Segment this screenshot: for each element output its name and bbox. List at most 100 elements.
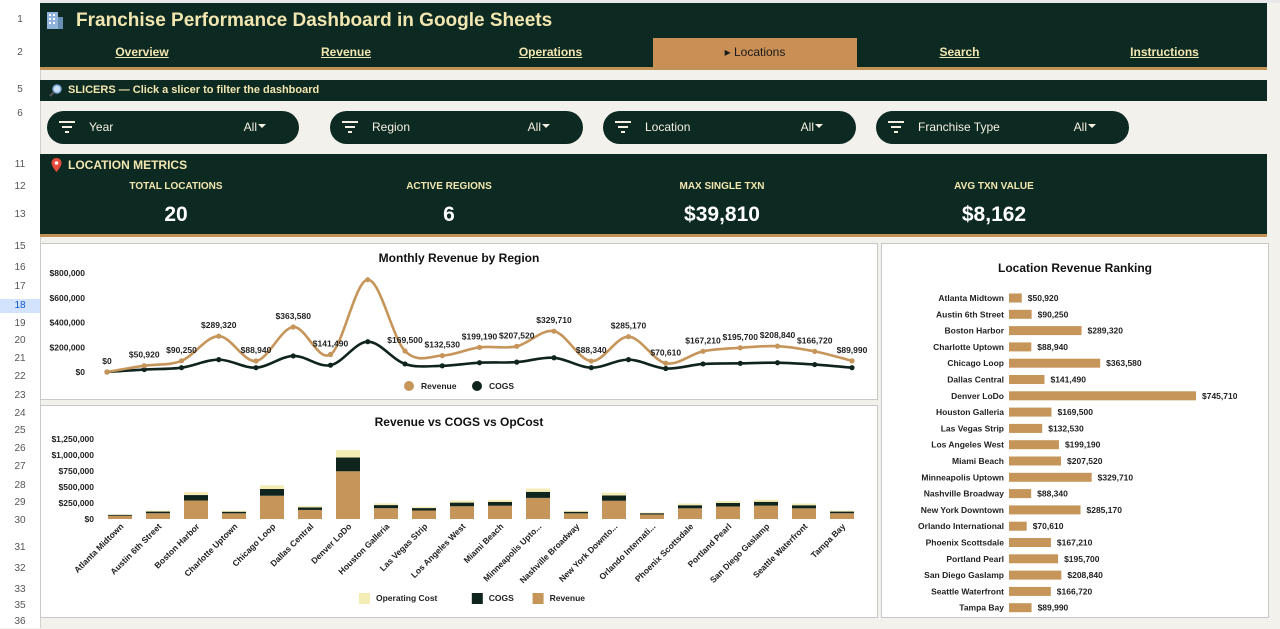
row-number[interactable]: 35	[14, 600, 26, 611]
chart-title: Revenue vs COGS vs OpCost	[374, 415, 544, 429]
data-label: $90,250	[1038, 309, 1069, 319]
row-number[interactable]: 33	[14, 584, 26, 595]
row-number[interactable]: 16	[14, 262, 26, 273]
tab-search[interactable]: Search	[939, 45, 980, 59]
bar-segment-revenue	[678, 508, 702, 519]
row-number[interactable]: 22	[14, 371, 26, 382]
data-point	[327, 351, 334, 358]
data-point	[663, 360, 669, 366]
tab-revenue[interactable]: Revenue	[320, 45, 372, 59]
data-label: $207,520	[1067, 456, 1103, 466]
slicer-value: All	[527, 120, 541, 134]
row-number[interactable]: 29	[14, 497, 26, 508]
location-metrics: LOCATION METRICS TOTAL LOCATIONS 20 ACTI…	[40, 154, 1267, 234]
row-number[interactable]: 20	[14, 335, 26, 346]
row-number[interactable]: 30	[14, 515, 26, 526]
data-point	[253, 358, 259, 364]
data-point	[178, 365, 185, 371]
row-number[interactable]: 2	[17, 47, 23, 58]
ranking-bar	[1009, 603, 1032, 613]
data-point	[514, 343, 520, 349]
row-number[interactable]: 27	[14, 461, 26, 472]
ranking-bar	[1009, 489, 1032, 499]
row-number[interactable]: 17	[14, 281, 26, 292]
slicer-label: Region	[372, 120, 411, 134]
metric-label: MAX SINGLE TXN	[679, 181, 765, 192]
data-point	[253, 365, 259, 371]
metric-label: AVG TXN VALUE	[954, 181, 1034, 192]
row-number[interactable]: 32	[14, 563, 26, 574]
row-number[interactable]: 25	[14, 425, 26, 436]
data-point	[476, 344, 483, 350]
data-label: $195,700	[723, 332, 759, 342]
row-number[interactable]: 13	[14, 209, 26, 220]
metric-label: TOTAL LOCATIONS	[129, 181, 223, 192]
legend-label: Operating Cost	[376, 593, 438, 603]
row-number[interactable]: 18	[0, 299, 40, 313]
row-number[interactable]: 1	[17, 14, 23, 25]
data-point	[700, 361, 706, 367]
bar-segment-operating-cost	[754, 499, 778, 502]
slicer-year[interactable]: Year All	[47, 111, 299, 144]
metric-value: $39,810	[684, 203, 760, 226]
metrics-divider	[40, 234, 1267, 237]
data-point	[588, 358, 594, 364]
bar-segment-operating-cost	[488, 499, 512, 502]
row-number-gutter: 1 2 5 6 11 12 13 15 16 17 18 19 20 21 22 23 24 25 26 27 28 29…	[0, 0, 41, 628]
bar-segment-revenue	[374, 508, 398, 519]
slicer-value: All	[1073, 120, 1087, 134]
row-number[interactable]: 31	[14, 542, 26, 553]
slicer-value: All	[243, 120, 257, 134]
row-number[interactable]: 21	[14, 353, 26, 364]
row-number[interactable]: 19	[14, 318, 26, 329]
bar-segment-cogs	[602, 495, 626, 501]
slicer-location[interactable]: Location All	[603, 111, 856, 144]
row-number[interactable]: 23	[14, 390, 26, 401]
row-number[interactable]: 28	[14, 480, 26, 491]
ranking-bar	[1009, 423, 1043, 433]
data-point	[737, 345, 743, 351]
metrics-title: LOCATION METRICS	[68, 158, 188, 172]
bar-segment-cogs	[830, 511, 854, 514]
row-number[interactable]: 15	[14, 241, 26, 252]
tab-instructions[interactable]: Instructions	[1130, 45, 1199, 59]
bar-segment-revenue	[716, 506, 740, 519]
row-number[interactable]: 6	[17, 108, 23, 119]
bar-segment-revenue	[260, 495, 284, 519]
data-label: $208,840	[1067, 570, 1103, 580]
data-label: $167,210	[1057, 538, 1093, 548]
data-point	[216, 333, 222, 339]
nav-bar: Overview Revenue Operations ▸ Locations …	[40, 38, 1267, 67]
data-label: $88,940	[1037, 342, 1068, 352]
bar-segment-revenue	[184, 500, 208, 519]
data-label: $207,520	[499, 330, 535, 340]
tab-operations[interactable]: Operations	[518, 45, 583, 59]
slicers-band: SLICERS — Click a slicer to filter the d…	[40, 80, 1267, 101]
data-point	[737, 360, 743, 366]
chevron-down-icon	[542, 124, 550, 128]
slicer-label: Location	[645, 120, 691, 134]
chevron-down-icon	[1088, 124, 1096, 128]
bar-segment-operating-cost	[412, 506, 436, 509]
row-number[interactable]: 11	[14, 159, 26, 170]
bar-segment-cogs	[222, 511, 246, 514]
tab-overview[interactable]: Overview	[115, 45, 169, 59]
category-label: Las Vegas Strip	[941, 423, 1004, 433]
bar-segment-cogs	[412, 508, 436, 511]
building-icon	[47, 12, 63, 29]
category-label: Austin 6th Street	[936, 309, 1004, 319]
data-point	[402, 348, 408, 354]
row-number[interactable]: 5	[17, 84, 23, 95]
slicer-region[interactable]: Region All	[330, 111, 583, 144]
metric-value: 6	[443, 203, 455, 226]
row-number[interactable]: 12	[14, 181, 26, 192]
row-number[interactable]: 26	[14, 443, 26, 454]
data-point	[849, 358, 855, 364]
row-number[interactable]: 36	[14, 616, 26, 627]
data-label: $285,170	[1087, 505, 1123, 515]
data-point	[625, 357, 632, 363]
tab-locations[interactable]: ▸ Locations	[653, 38, 857, 67]
data-point	[514, 359, 520, 365]
row-number[interactable]: 24	[14, 408, 26, 419]
slicer-franchise-type[interactable]: Franchise Type All	[876, 111, 1129, 144]
